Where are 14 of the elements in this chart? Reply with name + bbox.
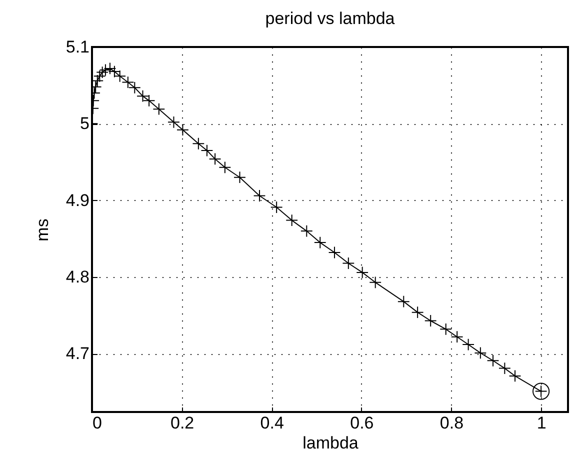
x-tick-label: 1 [536,414,546,432]
x-axis-title: lambda [302,434,359,452]
x-tick-label: 0 [92,414,102,432]
x-tick-label: 0.8 [440,414,464,432]
y-tick-label: 4.8 [66,268,90,287]
chart-title: period vs lambda [265,9,396,28]
x-tick-label: 0.6 [350,414,374,432]
y-tick-label: 5.1 [66,38,90,56]
y-axis-title: ms [32,218,52,242]
y-tick-label: 4.9 [66,190,90,210]
x-tick-label: 0.4 [260,414,284,432]
y-tick-label: 5 [80,114,90,134]
x-tick-label: 0.2 [170,414,194,432]
y-tick-label: 4.7 [66,344,90,364]
